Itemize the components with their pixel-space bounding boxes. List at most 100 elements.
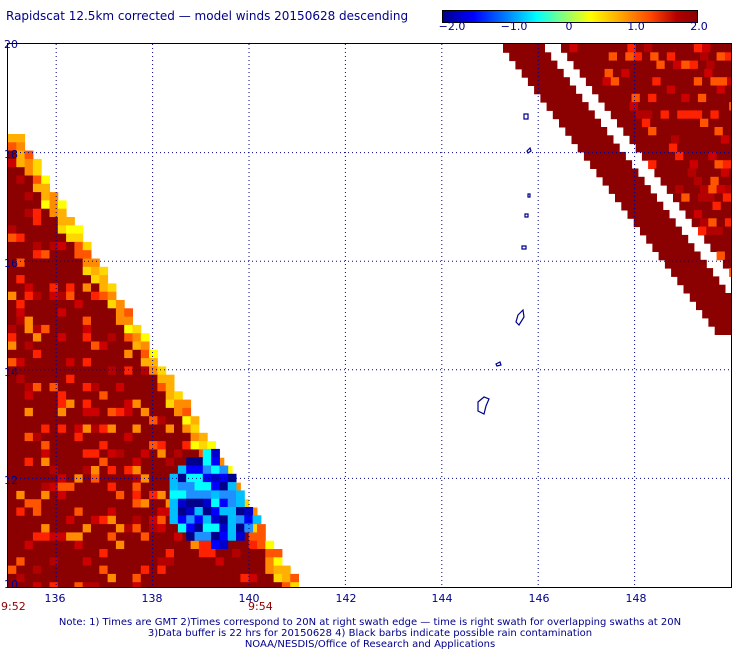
wind-cell — [679, 168, 689, 178]
wind-cell — [115, 557, 125, 567]
wind-cell — [695, 201, 705, 211]
wind-cell — [177, 490, 187, 500]
wind-cell — [685, 210, 695, 219]
wind-cell — [190, 557, 200, 567]
wind-cell — [49, 499, 59, 508]
wind-cell — [57, 515, 67, 525]
wind-cell — [8, 291, 17, 301]
wind-cell — [82, 507, 92, 517]
wind-cell — [165, 573, 175, 583]
wind-cell — [32, 457, 42, 467]
wind-cell — [635, 143, 645, 153]
wind-cell — [115, 333, 125, 342]
wind-cell — [57, 399, 67, 409]
wind-cell — [722, 293, 731, 302]
wind-cell — [691, 118, 701, 128]
wind-cell — [594, 77, 603, 86]
wind-cell — [74, 565, 84, 575]
wind-cell — [16, 266, 26, 276]
wind-cell — [57, 291, 67, 301]
wind-cell — [115, 424, 125, 434]
wind-cell — [24, 175, 34, 185]
wind-cell — [140, 499, 150, 508]
wind-cell — [32, 183, 42, 193]
wind-cell — [598, 60, 608, 70]
wind-cell — [41, 366, 50, 376]
wind-cell — [149, 482, 158, 492]
wind-cell — [99, 407, 109, 417]
wind-cell — [552, 77, 562, 86]
wind-cell — [668, 77, 678, 86]
wind-cell — [710, 77, 720, 86]
wind-cell — [710, 44, 720, 53]
wind-cell — [99, 524, 109, 533]
wind-cell — [82, 424, 92, 434]
wind-cell — [617, 185, 626, 194]
wind-cell — [16, 490, 26, 500]
wind-cell — [107, 399, 117, 409]
wind-cell — [714, 226, 724, 236]
wind-cell — [644, 110, 653, 120]
wind-cell — [57, 432, 67, 442]
wind-cell — [714, 326, 724, 335]
wind-cell — [140, 490, 150, 500]
wind-cell — [182, 449, 192, 459]
wind-cell — [602, 176, 612, 186]
wind-cell — [66, 416, 75, 425]
wind-cell — [41, 341, 50, 351]
wind-cell — [588, 135, 597, 145]
wind-cell — [124, 374, 133, 384]
wind-cell — [625, 52, 635, 62]
wind-cell — [16, 565, 26, 575]
wind-cell — [24, 258, 34, 268]
wind-cell — [596, 68, 606, 78]
wind-cell — [16, 515, 26, 525]
wind-cell — [66, 266, 75, 276]
wind-cell — [608, 185, 618, 194]
wind-cell — [207, 573, 216, 583]
wind-cell — [140, 333, 150, 342]
wind-cell — [49, 208, 59, 218]
wind-cell — [24, 466, 34, 475]
wind-cell — [8, 557, 17, 567]
wind-cell — [82, 324, 92, 334]
wind-cell — [637, 135, 647, 145]
wind-cell — [91, 432, 100, 442]
wind-cell — [223, 573, 233, 583]
wind-cell — [654, 168, 664, 178]
wind-cell — [174, 457, 183, 467]
island-outline — [521, 245, 527, 250]
wind-cell — [74, 416, 84, 425]
wind-cell — [517, 52, 527, 62]
wind-cell — [24, 208, 34, 218]
wind-cell — [66, 225, 75, 235]
wind-cell — [240, 557, 250, 567]
wind-cell — [140, 582, 150, 587]
wind-cell — [16, 457, 26, 467]
wind-cell — [99, 507, 109, 517]
wind-cell — [219, 515, 229, 525]
wind-cell — [82, 482, 92, 492]
wind-cell — [169, 490, 179, 500]
wind-cell — [662, 102, 672, 111]
wind-cell — [198, 540, 208, 550]
wind-cell — [573, 93, 583, 103]
wind-cell — [99, 416, 109, 425]
wind-cell — [49, 549, 59, 558]
wind-cell — [714, 60, 724, 70]
wind-cell — [157, 424, 167, 434]
wind-cell — [527, 44, 537, 53]
wind-cell — [198, 573, 208, 583]
wind-cell — [720, 168, 730, 178]
wind-cell — [585, 44, 595, 53]
wind-cell — [99, 540, 109, 550]
wind-cell — [633, 218, 643, 228]
wind-cell — [57, 374, 67, 384]
wind-cell — [41, 565, 50, 575]
wind-cell — [49, 308, 59, 318]
time-label-right: 9:54 — [248, 600, 273, 613]
wind-cell — [689, 127, 699, 136]
wind-cell — [190, 549, 200, 558]
wind-cell — [157, 466, 167, 475]
wind-cell — [124, 316, 133, 326]
